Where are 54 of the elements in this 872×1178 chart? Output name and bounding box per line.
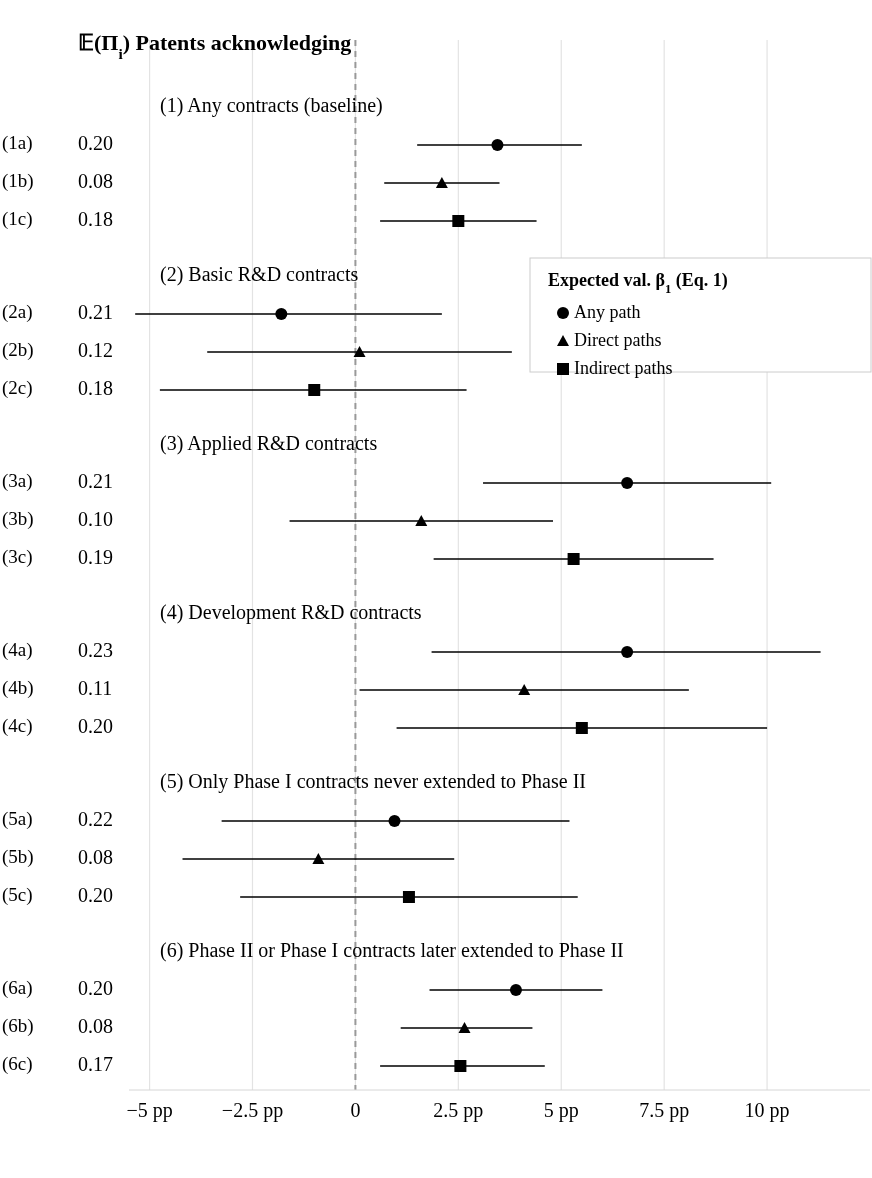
x-tick-label: 2.5 pp — [433, 1098, 484, 1122]
text: 0.08 — [78, 1014, 113, 1037]
x-tick-label: 0 — [350, 1098, 361, 1121]
annotation: (2) Basic R&D contracts — [160, 262, 359, 286]
y-tick-label: (6c) — [2, 1053, 33, 1076]
x-tick-label: −5 pp — [126, 1098, 173, 1122]
y-tick-label: (1a) — [2, 132, 33, 155]
annotation: (4) Development R&D contracts — [160, 600, 422, 624]
text: 0.11 — [78, 676, 113, 699]
legend-label: Any path — [574, 302, 641, 323]
y-tick-label: (4b) — [2, 677, 34, 700]
legend-label: Direct paths — [574, 330, 662, 351]
text: 0.08 — [78, 845, 113, 868]
text: 0.10 — [78, 507, 113, 530]
y-tick-label: (2c) — [2, 377, 33, 400]
text: 0.23 — [78, 638, 113, 661]
x-tick-label: −2.5 pp — [221, 1098, 284, 1122]
annotation: (1) Any contracts (baseline) — [160, 93, 383, 117]
y-tick-label: (3c) — [2, 546, 33, 569]
text: 0.20 — [78, 714, 113, 737]
text: 0.19 — [78, 545, 113, 568]
y-tick-label: (4a) — [2, 639, 33, 662]
x-tick-label: 5 pp — [543, 1098, 579, 1122]
y-tick-label: (3a) — [2, 470, 33, 493]
y-tick-label: (6b) — [2, 1015, 34, 1038]
legend-label: Indirect paths — [574, 358, 673, 379]
text: 0.21 — [78, 300, 113, 323]
text: 0.12 — [78, 338, 113, 361]
text: 0.20 — [78, 883, 113, 906]
text: 0.18 — [78, 207, 113, 230]
y-tick-label: (2a) — [2, 301, 33, 324]
chart-title: 𝔼(Π$_{i}$) Patents acknowledging — [78, 30, 352, 62]
annotation: (3) Applied R&D contracts — [160, 431, 378, 455]
text: 0.22 — [78, 807, 113, 830]
text: 0.17 — [78, 1052, 113, 1075]
y-tick-label: (1c) — [2, 208, 33, 231]
y-tick-label: (5a) — [2, 808, 33, 831]
text: 0.08 — [78, 169, 113, 192]
annotation: (6) Phase II or Phase I contracts later extended to Phase II — [160, 938, 624, 962]
text: 0.21 — [78, 469, 113, 492]
text: 0.18 — [78, 376, 113, 399]
text: 0.20 — [78, 131, 113, 154]
y-tick-label: (6a) — [2, 977, 33, 1000]
text: 0.20 — [78, 976, 113, 999]
x-tick-label: 10 pp — [744, 1098, 790, 1122]
legend-title: Expected val. β$_{1}$ (Eq. 1) — [548, 270, 728, 296]
x-tick-label: 7.5 pp — [639, 1098, 690, 1122]
y-tick-label: (3b) — [2, 508, 34, 531]
y-tick-label: (5b) — [2, 846, 34, 869]
y-tick-label: (5c) — [2, 884, 33, 907]
annotation: (5) Only Phase I contracts never extended to Phase II — [160, 769, 586, 793]
y-tick-label: (1b) — [2, 170, 34, 193]
y-tick-label: (4c) — [2, 715, 33, 738]
y-tick-label: (2b) — [2, 339, 34, 362]
